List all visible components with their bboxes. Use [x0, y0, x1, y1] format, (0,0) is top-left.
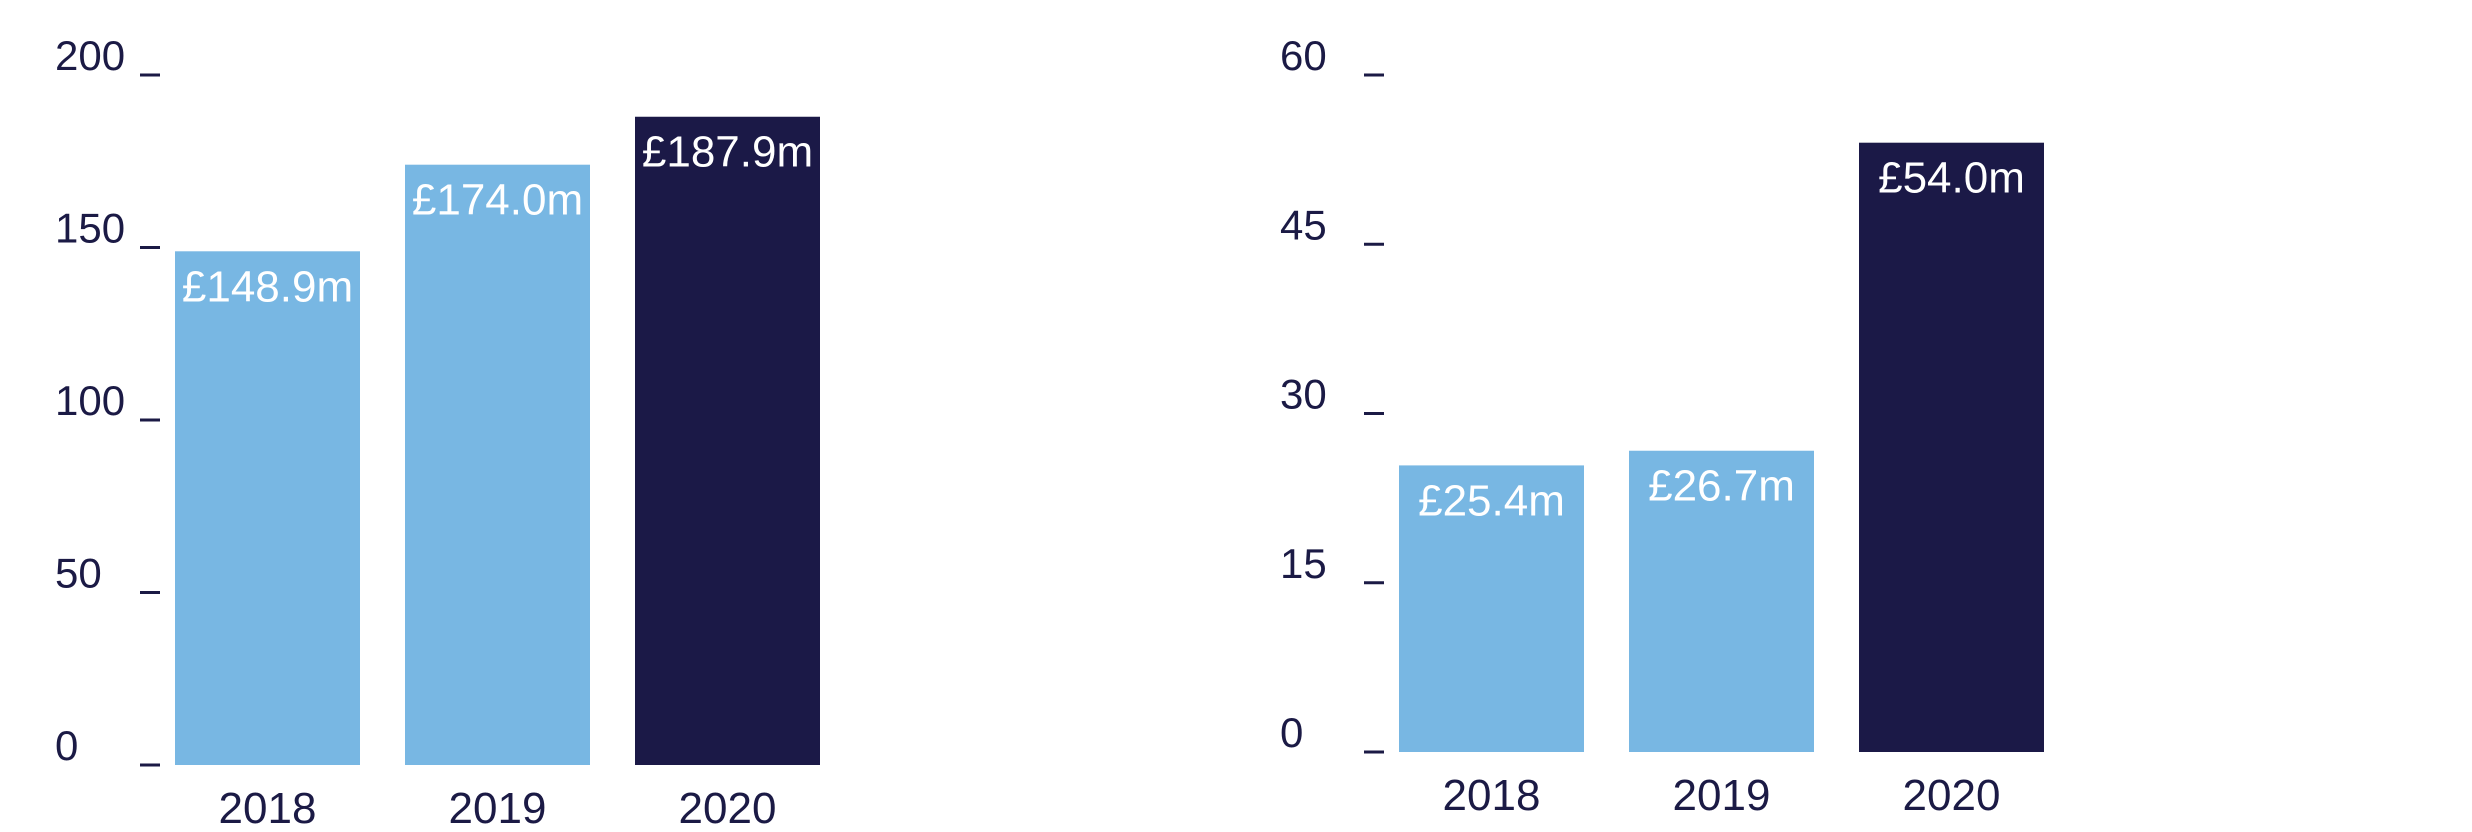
right-bar-chart: 0 15 30 45 60 £25.4m 2018 £26.7m 2019 £54.0m 2020: [1280, 32, 2044, 820]
right-bar-value-label: £26.7m: [1648, 462, 1795, 511]
left-ytick-label: 100: [55, 377, 125, 424]
right-category-label: 2018: [1443, 771, 1541, 820]
left-bar-value-label: £174.0m: [412, 176, 583, 225]
right-bar-2020: [1859, 142, 2044, 752]
left-bar-2020: [635, 116, 820, 766]
right-bar-value-label: £54.0m: [1878, 154, 2025, 203]
left-category-label: 2020: [679, 784, 777, 832]
left-category-label: 2019: [449, 784, 547, 832]
right-ytick-label: 60: [1280, 32, 1327, 79]
left-ytick-label: 150: [55, 205, 125, 252]
right-bar-value-label: £25.4m: [1418, 476, 1565, 525]
right-category-label: 2019: [1673, 771, 1771, 820]
right-bar-2019: [1629, 450, 1814, 752]
right-ytick-label: 15: [1280, 540, 1327, 587]
left-bar-value-label: £187.9m: [642, 128, 813, 177]
right-bar-2018: [1399, 465, 1584, 752]
left-ytick-label: 0: [55, 722, 78, 769]
left-ytick-label: 50: [55, 550, 102, 597]
left-bar-chart: 0 50 100 150 200 £148.9m 2018 £174.0m 2019 £187.9…: [55, 32, 820, 832]
right-ytick-label: 45: [1280, 201, 1327, 248]
left-ytick-label: 200: [55, 32, 125, 79]
left-bar-value-label: £148.9m: [182, 262, 353, 311]
right-ytick-label: 0: [1280, 709, 1303, 756]
left-bar-2018: [175, 251, 360, 766]
left-bar-2019: [405, 164, 590, 765]
right-category-label: 2020: [1903, 771, 2001, 820]
left-category-label: 2018: [219, 784, 317, 832]
right-ytick-label: 30: [1280, 371, 1327, 418]
